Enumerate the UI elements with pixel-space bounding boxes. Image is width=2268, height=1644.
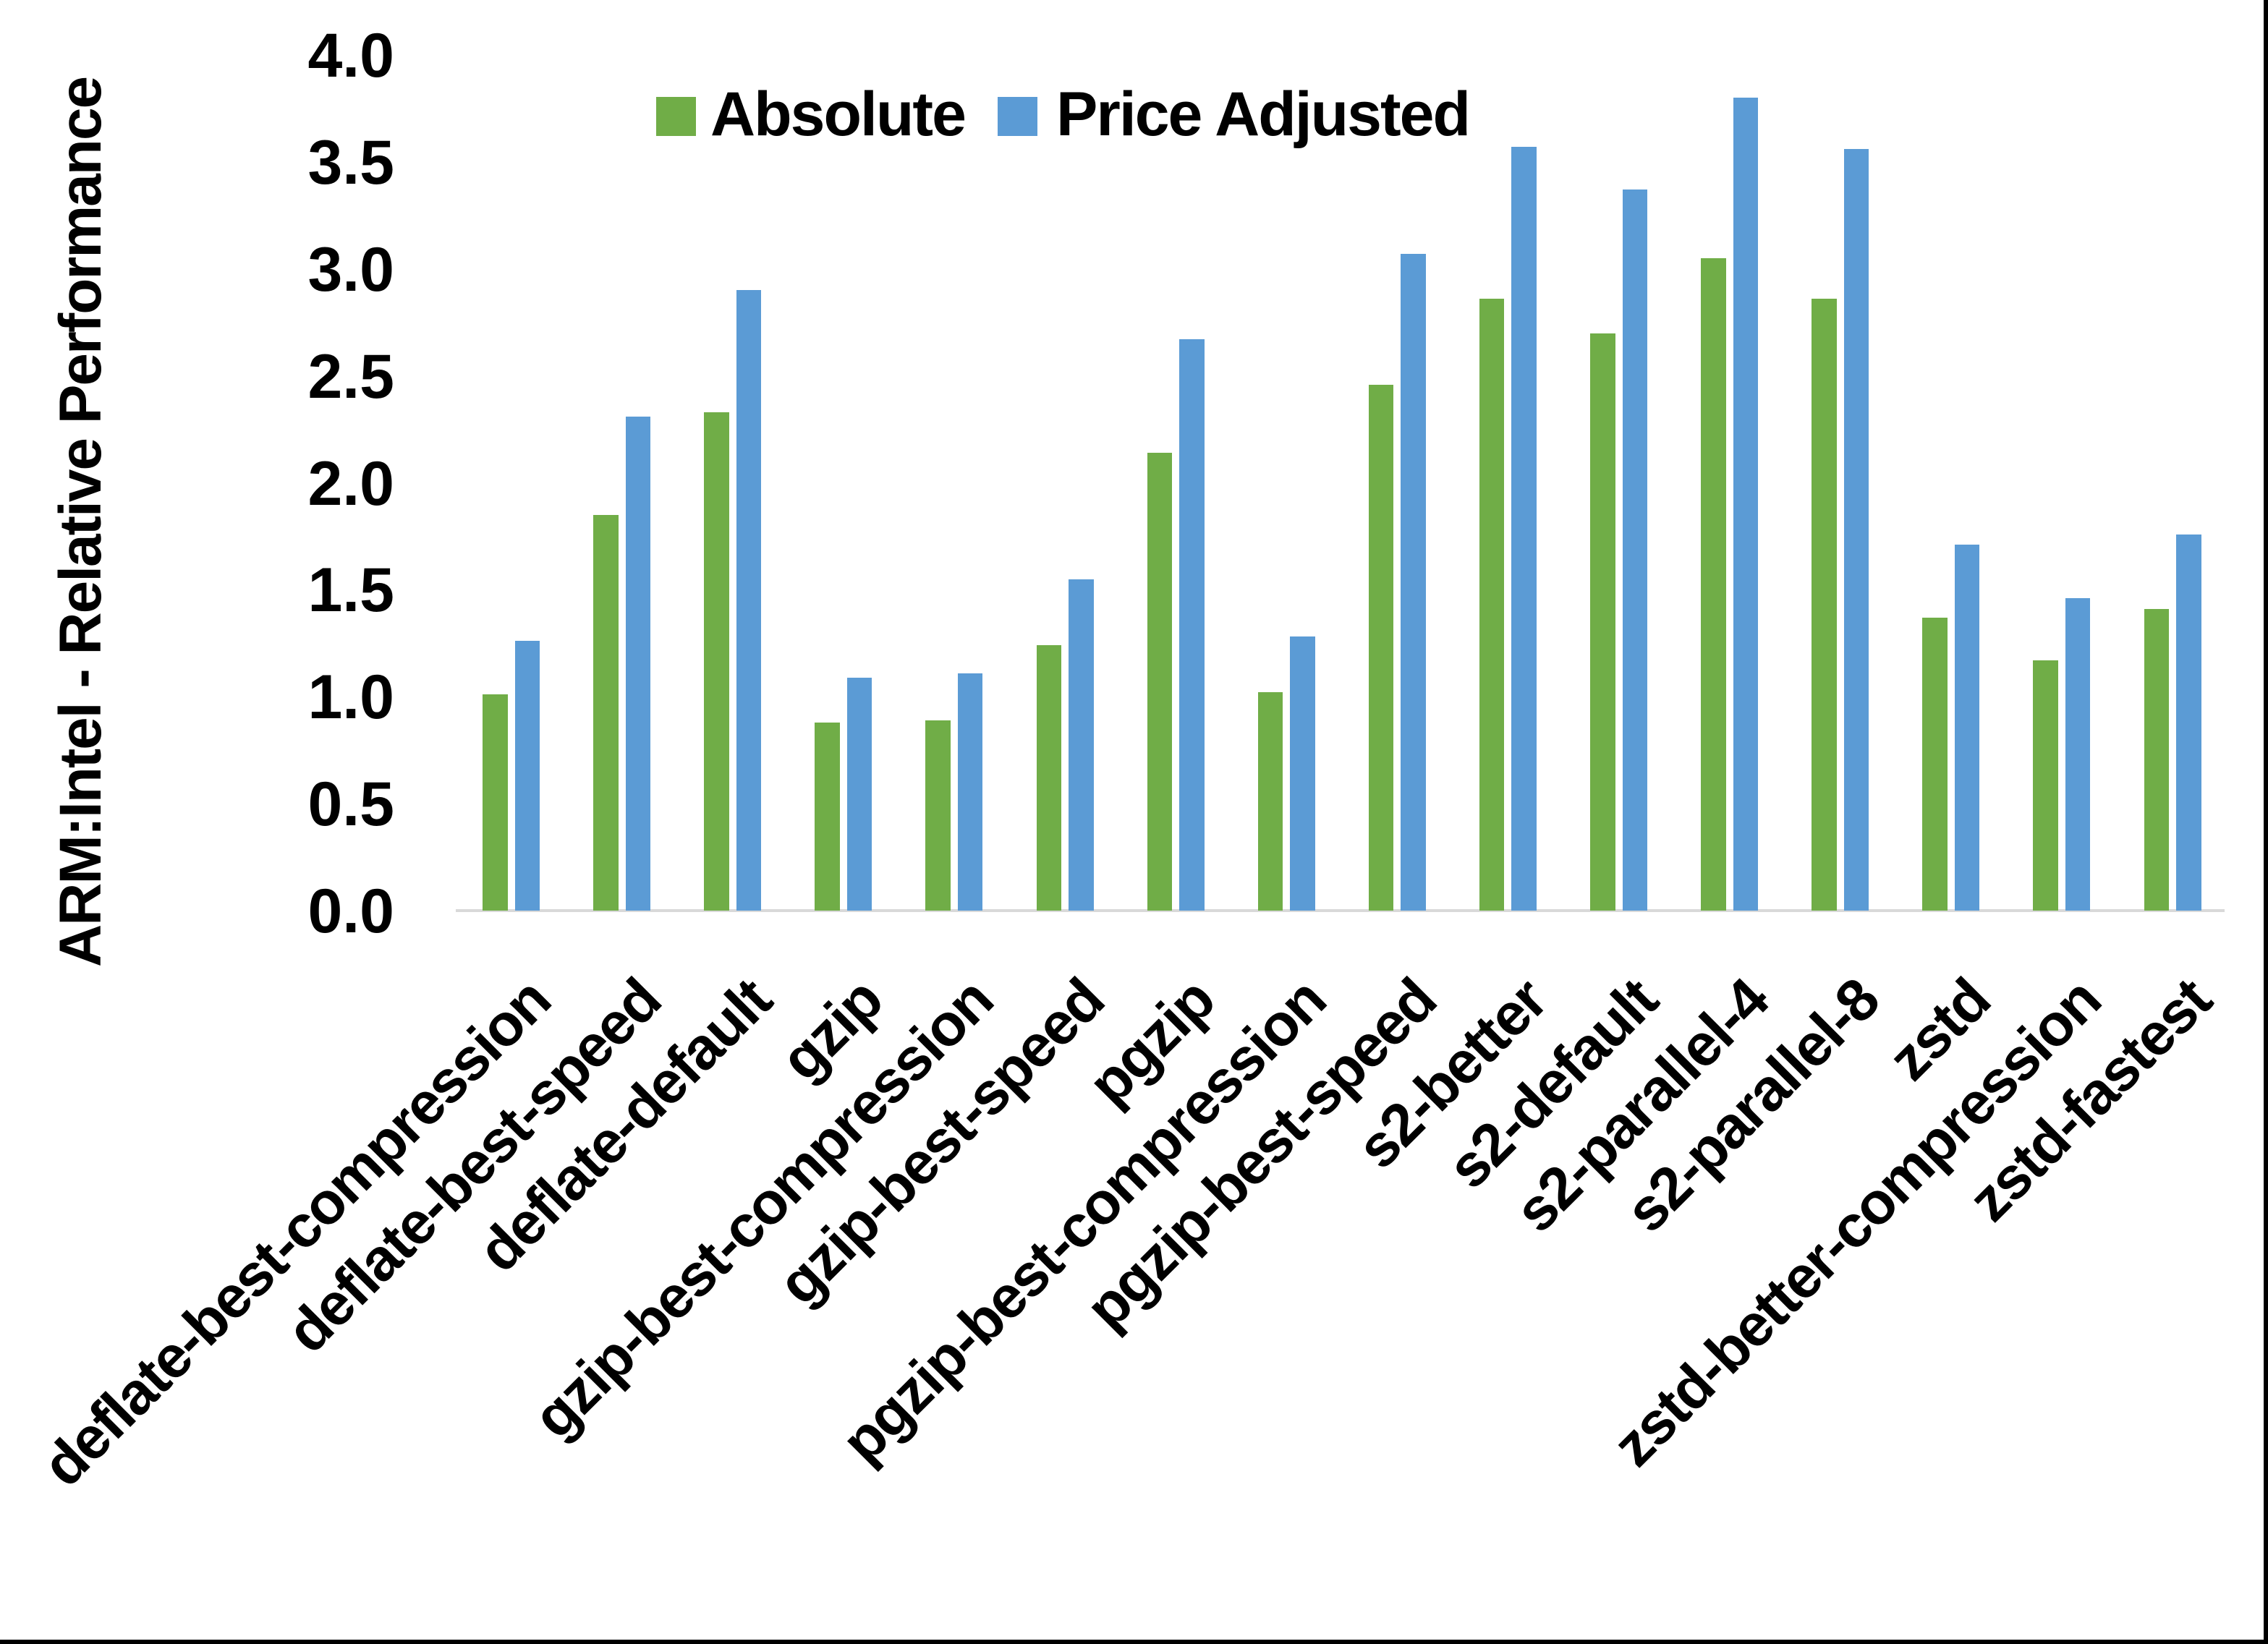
bar-absolute-pgzip xyxy=(1147,453,1173,911)
bar-absolute-gzip-best-speed xyxy=(1036,645,1061,911)
bar-absolute-pgzip-best-speed xyxy=(1368,384,1394,911)
bar-absolute-deflate-best-compression xyxy=(483,694,508,911)
y-tick-label: 0.5 xyxy=(307,770,394,840)
bar-price-adjusted-s2-better xyxy=(1511,147,1537,911)
bar-price-adjusted-gzip-best-speed xyxy=(1069,579,1094,911)
bar-price-adjusted-zstd-fastest xyxy=(2176,534,2201,911)
bar-price-adjusted-zstd xyxy=(1954,545,1980,911)
bar-price-adjusted-pgzip-best-speed xyxy=(1401,254,1426,911)
y-axis-title: ARM:Intel - Relative Performance xyxy=(48,77,114,968)
bar-price-adjusted-gzip xyxy=(846,677,872,911)
bar-price-adjusted-zstd-better-compression xyxy=(2065,598,2091,911)
legend-label-absolute: Absolute xyxy=(710,80,967,149)
y-tick-label: 1.5 xyxy=(307,555,394,626)
bar-absolute-gzip xyxy=(815,722,840,911)
bar-price-adjusted-deflate-best-compression xyxy=(514,641,540,911)
border-bottom xyxy=(0,1640,2268,1644)
legend-swatch-absolute xyxy=(656,97,696,136)
bar-price-adjusted-s2-parallel-8 xyxy=(1843,149,1869,911)
y-tick-label: 2.5 xyxy=(307,341,394,412)
border-right xyxy=(2264,0,2268,1644)
bar-absolute-s2-parallel-4 xyxy=(1701,258,1726,911)
legend: Absolute Price Adjusted xyxy=(0,0,2268,188)
bar-absolute-pgzip-best-compression xyxy=(1257,692,1283,911)
bar-absolute-gzip-best-compression xyxy=(925,720,951,911)
bar-absolute-zstd-fastest xyxy=(2144,609,2169,911)
y-tick-label: 4.0 xyxy=(307,21,394,90)
bar-price-adjusted-deflate-best-speed xyxy=(625,416,651,911)
bar-price-adjusted-pgzip xyxy=(1179,339,1205,911)
bar-absolute-zstd xyxy=(1922,617,1948,911)
bar-price-adjusted-s2-default xyxy=(1622,189,1647,911)
legend-swatch-price-adjusted xyxy=(998,97,1037,136)
bar-price-adjusted-deflate-default xyxy=(736,290,762,911)
bar-absolute-s2-default xyxy=(1590,333,1615,911)
bar-price-adjusted-pgzip-best-compression xyxy=(1290,636,1315,911)
bar-price-adjusted-gzip-best-compression xyxy=(957,673,983,911)
legend-label-price-adjusted: Price Adjusted xyxy=(1056,80,1471,149)
x-axis-line xyxy=(456,909,2225,912)
y-tick-label: 0.0 xyxy=(307,877,394,946)
y-tick-label: 2.0 xyxy=(307,448,394,519)
bar-absolute-deflate-default xyxy=(704,412,729,911)
bar-absolute-zstd-better-compression xyxy=(2033,660,2058,911)
y-tick-label: 3.5 xyxy=(307,127,394,197)
y-tick-label: 3.0 xyxy=(307,234,394,304)
bar-price-adjusted-s2-parallel-4 xyxy=(1733,98,1759,911)
bar-absolute-s2-parallel-8 xyxy=(1812,299,1837,911)
bar-absolute-s2-better xyxy=(1479,299,1505,911)
bar-absolute-deflate-best-speed xyxy=(593,514,619,911)
y-tick-label: 1.0 xyxy=(307,663,394,733)
